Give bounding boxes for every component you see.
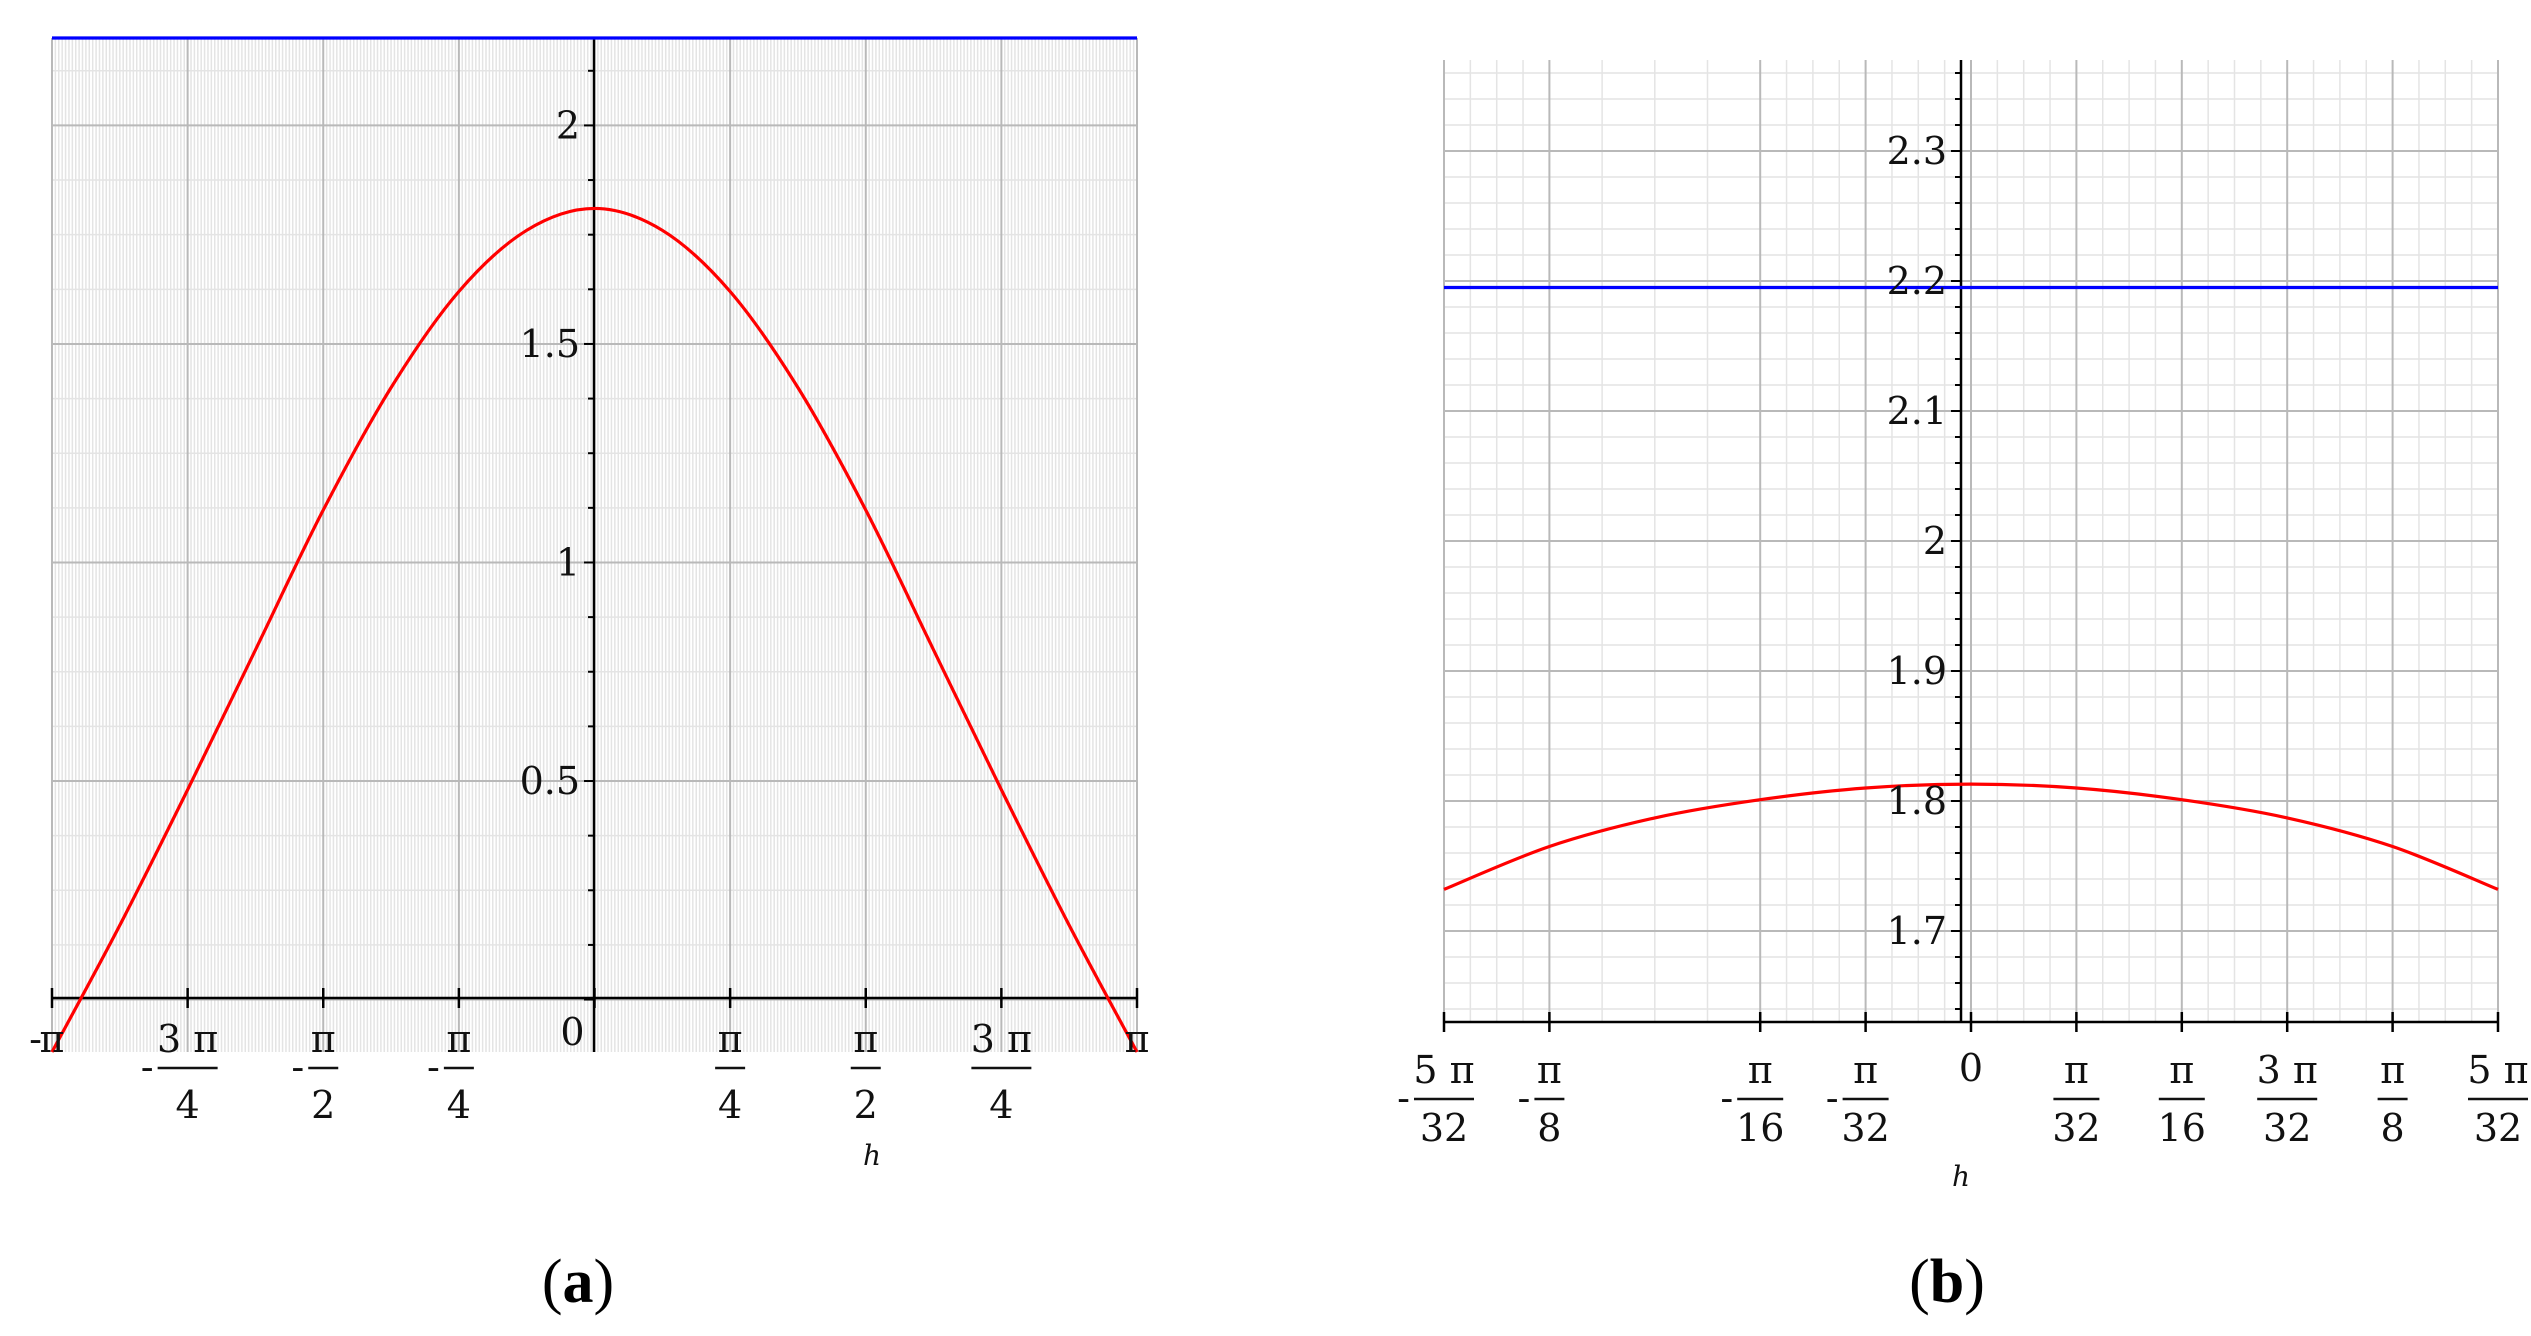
series [50, 36, 1139, 1053]
x-tick-sign: - [1826, 1076, 1839, 1120]
x-tick-numerator: 5 π [2467, 1048, 2528, 1092]
x-tick-numerator: π [1853, 1048, 1878, 1092]
x-tick-sign: - [1518, 1076, 1531, 1120]
x-tick-denominator: 32 [2474, 1106, 2522, 1150]
x-tick-numerator: π [1537, 1048, 1562, 1092]
y-tick-label: 0.5 [520, 759, 580, 803]
x-axis-label: h [863, 1139, 881, 1172]
y-tick-label: 1.8 [1887, 779, 1947, 823]
y-tick-labels: 0.5 1 1.5 2 [520, 103, 580, 803]
grid [1443, 60, 2499, 1022]
y-tick-label: 2.3 [1887, 129, 1947, 173]
series-line-0 [50, 206, 1139, 1053]
x-tick-numerator: π [2169, 1048, 2194, 1092]
x-tick-numerator: 3 π [2257, 1048, 2318, 1092]
y-tick-label: 1.7 [1887, 909, 1947, 953]
x-tick-denominator: 32 [2263, 1106, 2311, 1150]
y-tick-label: 2 [556, 103, 580, 147]
x-tick-numerator: π [1748, 1048, 1773, 1092]
y-tick-label: 2.1 [1887, 389, 1947, 433]
panel-caption: (a) [542, 1248, 614, 1316]
x-tick-denominator: 8 [2381, 1106, 2405, 1150]
x-tick-sign: - [427, 1045, 440, 1089]
x-tick-numerator: 5 π [1413, 1048, 1474, 1092]
x-tick-denominator: 32 [1841, 1106, 1889, 1150]
y-tick-label: 1.9 [1887, 649, 1947, 693]
x-tick-denominator: 16 [2158, 1106, 2206, 1150]
x-axis-label: h [1952, 1160, 1970, 1193]
x-tick-denominator: 16 [1736, 1106, 1784, 1150]
x-tick-sign: - [1720, 1076, 1733, 1120]
x-tick-sign: - [141, 1045, 154, 1089]
x-tick-denominator: 32 [1420, 1106, 1468, 1150]
y-tick-label: 2.2 [1887, 259, 1947, 303]
panel-caption: (b) [1909, 1248, 1985, 1316]
x-tick-label: π [40, 1017, 65, 1061]
x-tick-numerator: π [311, 1017, 336, 1061]
x-tick-denominator: 32 [2052, 1106, 2100, 1150]
y-tick-labels: 1.7 1.8 1.9 2 2.1 2.2 2.3 [1887, 129, 1947, 953]
x-tick-numerator: π [2380, 1048, 2405, 1092]
x-tick-denominator: 2 [311, 1083, 335, 1127]
panel-b: 1.71.81.922.12.22.35 π32-π8-π16-π32-0 π32… [1397, 60, 2529, 1316]
y-tick-label: 2 [1923, 519, 1947, 563]
x-tick-denominator: 2 [854, 1083, 878, 1127]
x-tick-label: 0 [560, 1010, 584, 1054]
panel-caption-letter: a [563, 1248, 594, 1316]
x-tick-denominator: 4 [989, 1083, 1013, 1127]
x-tick-numerator: π [2064, 1048, 2089, 1092]
x-tick-numerator: π [446, 1017, 471, 1061]
x-tick-label: π [1125, 1017, 1150, 1061]
x-tick-numerator: 3 π [157, 1017, 218, 1061]
axes [1442, 60, 2500, 1032]
series-line-0 [1443, 782, 2499, 891]
x-tick-numerator: π [718, 1017, 743, 1061]
grid [51, 38, 1138, 1052]
x-tick-sign: - [29, 1017, 42, 1061]
panel-caption-letter: b [1930, 1248, 1964, 1316]
x-tick-numerator: π [853, 1017, 878, 1061]
y-tick-label: 1.5 [520, 322, 580, 366]
x-tick-label: 0 [1959, 1046, 1983, 1090]
x-tick-denominator: 4 [447, 1083, 471, 1127]
x-tick-sign: - [1397, 1076, 1410, 1120]
x-tick-numerator: 3 π [971, 1017, 1032, 1061]
x-tick-denominator: 4 [176, 1083, 200, 1127]
x-tick-sign: - [291, 1045, 304, 1089]
x-tick-denominator: 4 [718, 1083, 742, 1127]
y-tick-label: 1 [556, 540, 580, 584]
x-tick-denominator: 8 [1537, 1106, 1561, 1150]
series [1443, 285, 2499, 891]
